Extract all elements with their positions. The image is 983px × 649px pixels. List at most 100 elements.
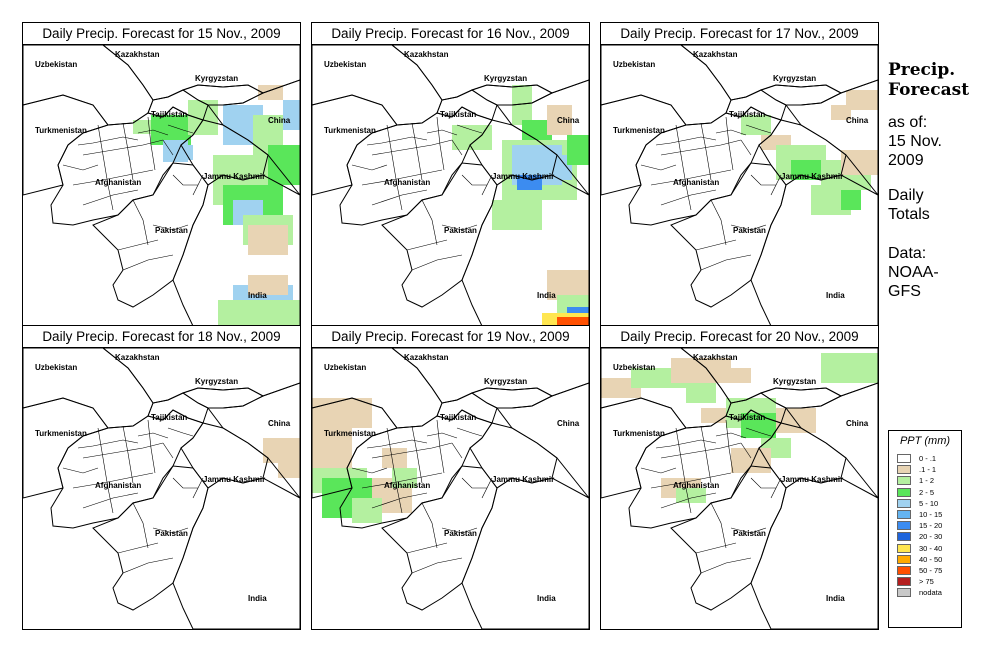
precip-cell bbox=[841, 150, 878, 175]
province-border bbox=[685, 439, 717, 444]
country-border bbox=[759, 84, 843, 106]
province-border bbox=[660, 442, 742, 459]
country-border bbox=[339, 106, 493, 226]
legend-label: 2 - 5 bbox=[919, 487, 935, 497]
panel-title: Daily Precip. Forecast for 19 Nov., 2009 bbox=[312, 326, 589, 348]
province-border bbox=[660, 189, 717, 206]
province-border bbox=[132, 199, 149, 246]
map-label-jammu-kashmir: Jammu Kashmir bbox=[781, 172, 843, 181]
legend-label: 10 - 15 bbox=[919, 509, 943, 519]
province-border bbox=[745, 124, 772, 134]
province-border bbox=[740, 442, 752, 459]
panel-title: Daily Precip. Forecast for 18 Nov., 2009 bbox=[23, 326, 300, 348]
province-border bbox=[117, 542, 159, 554]
province-border bbox=[351, 164, 388, 171]
map-label-china: China bbox=[557, 419, 580, 428]
asof-line3: 2009 bbox=[888, 152, 924, 169]
map-label-china: China bbox=[846, 419, 869, 428]
country-border bbox=[785, 382, 878, 499]
legend-item: 1 - 2 bbox=[889, 475, 961, 486]
province-border bbox=[650, 472, 732, 489]
precip-cell bbox=[352, 498, 382, 523]
map-label-tajikistan: Tajikistan bbox=[151, 413, 187, 422]
legend-label: 15 - 20 bbox=[919, 521, 943, 531]
province-border bbox=[107, 136, 139, 141]
province-border bbox=[351, 467, 388, 474]
panel-title: Daily Precip. Forecast for 17 Nov., 2009 bbox=[601, 23, 878, 45]
province-border bbox=[411, 254, 463, 271]
map-label-uzbekistan: Uzbekistan bbox=[613, 60, 655, 69]
legend-label: 50 - 75 bbox=[919, 565, 943, 575]
map-label-turkmenistan: Turkmenistan bbox=[324, 126, 376, 135]
province-border bbox=[436, 419, 445, 474]
map-label-kazakhstan: Kazakhstan bbox=[693, 50, 738, 59]
side-title-line1: Precip. bbox=[888, 60, 956, 80]
precip-map-6: Uzbekistan Kazakhstan Kyrgyzstan Tajikistan… bbox=[601, 348, 878, 629]
province-border bbox=[82, 492, 139, 509]
province-border bbox=[675, 427, 692, 514]
map-label-kazakhstan: Kazakhstan bbox=[115, 353, 160, 362]
country-border bbox=[750, 174, 878, 326]
map-label-kyrgyzstan: Kyrgyzstan bbox=[773, 74, 816, 83]
province-border bbox=[421, 502, 438, 549]
province-border bbox=[167, 427, 194, 437]
province-border bbox=[456, 124, 483, 134]
map-label-china: China bbox=[557, 116, 580, 125]
panel-title: Daily Precip. Forecast for 16 Nov., 2009 bbox=[312, 23, 589, 45]
legend-swatch bbox=[897, 465, 911, 475]
country-border bbox=[470, 387, 554, 409]
province-border bbox=[700, 557, 752, 574]
province-border bbox=[152, 224, 189, 231]
province-border bbox=[725, 419, 734, 474]
province-border bbox=[456, 427, 483, 437]
province-border bbox=[745, 427, 772, 437]
province-border bbox=[660, 139, 742, 156]
daily-totals-block: Daily Totals bbox=[888, 186, 930, 224]
province-border bbox=[750, 174, 776, 186]
legend-swatch bbox=[897, 532, 911, 542]
map-label-kyrgyzstan: Kyrgyzstan bbox=[484, 377, 527, 386]
country-border bbox=[680, 45, 878, 101]
legend-label: > 75 bbox=[919, 577, 934, 587]
precip-cell bbox=[741, 115, 771, 135]
map-label-kazakhstan: Kazakhstan bbox=[404, 353, 449, 362]
province-border bbox=[147, 419, 156, 474]
country-border bbox=[785, 79, 878, 196]
precip-map-4: Uzbekistan Kazakhstan Kyrgyzstan Tajikistan… bbox=[23, 348, 300, 629]
forecast-panel-2: Daily Precip. Forecast for 16 Nov., 2009… bbox=[311, 22, 590, 327]
province-border bbox=[461, 174, 487, 186]
legend-title: PPT (mm) bbox=[899, 435, 951, 447]
province-border bbox=[122, 254, 174, 271]
province-border bbox=[725, 116, 734, 171]
map-label-kazakhstan: Kazakhstan bbox=[115, 50, 160, 59]
province-border bbox=[406, 542, 448, 554]
precip-cell bbox=[821, 353, 878, 383]
map-label-uzbekistan: Uzbekistan bbox=[324, 60, 366, 69]
precip-cell bbox=[731, 448, 771, 473]
precip-cell bbox=[776, 408, 816, 433]
province-border bbox=[371, 139, 453, 156]
legend-item: 40 - 50 bbox=[889, 554, 961, 565]
precip-cell bbox=[173, 145, 193, 160]
map-label-india: India bbox=[537, 594, 556, 603]
province-border bbox=[640, 164, 677, 171]
map-label-jammu-kashmir: Jammu Kashmir bbox=[203, 475, 265, 484]
province-border bbox=[406, 239, 448, 251]
legend-item: 2 - 5 bbox=[889, 487, 961, 498]
province-border bbox=[715, 129, 747, 136]
map-label-kazakhstan: Kazakhstan bbox=[693, 353, 738, 362]
precip-map-2: Uzbekistan Kazakhstan Kyrgyzstan Tajikistan… bbox=[312, 45, 589, 326]
province-border bbox=[695, 239, 737, 251]
map-label-kyrgyzstan: Kyrgyzstan bbox=[773, 377, 816, 386]
map-label-india: India bbox=[826, 594, 845, 603]
legend-item: > 75 bbox=[889, 576, 961, 587]
province-border bbox=[77, 442, 109, 449]
precip-cell bbox=[392, 468, 417, 488]
province-border bbox=[461, 477, 487, 489]
legend-swatch bbox=[897, 577, 911, 587]
legend-label: 0 - .1 bbox=[919, 454, 937, 463]
precip-cell bbox=[382, 448, 407, 468]
map-label-tajikistan: Tajikistan bbox=[729, 110, 765, 119]
legend-item: 5 - 10 bbox=[889, 498, 961, 509]
